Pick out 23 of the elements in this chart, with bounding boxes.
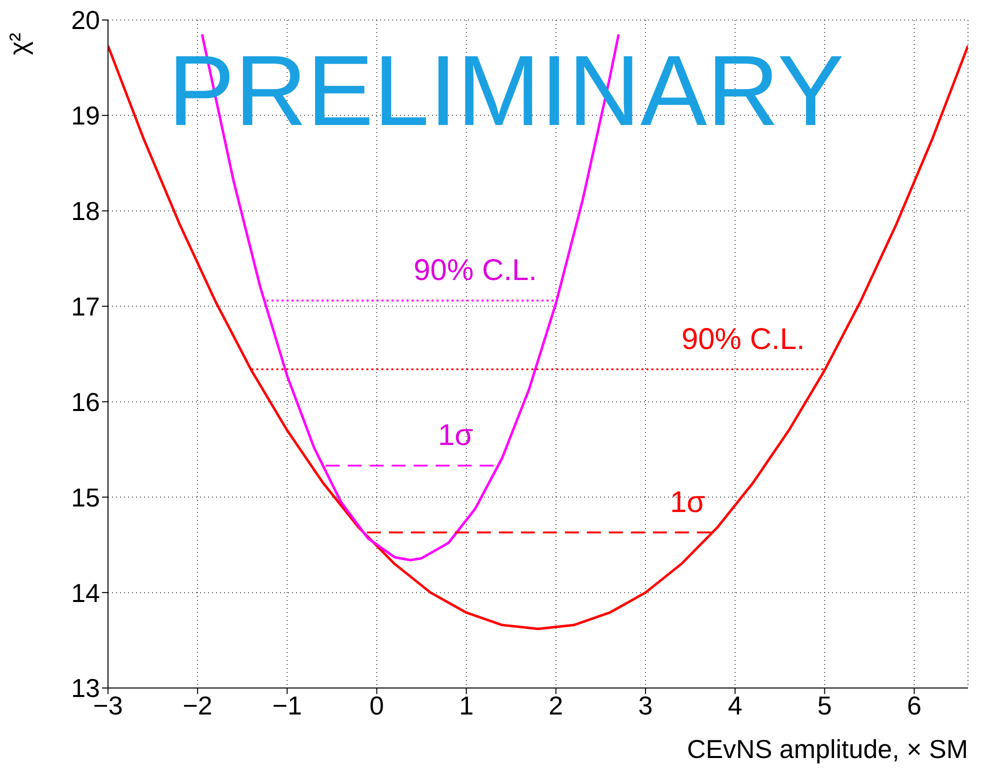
annotation: 90% C.L.: [681, 322, 805, 356]
y-tick-label: 16: [71, 386, 100, 417]
x-tick-label: −2: [182, 690, 212, 720]
x-tick-label: 5: [817, 690, 832, 720]
line-series: [108, 44, 968, 630]
x-tick-label: 6: [907, 690, 922, 720]
annotation: 1σ: [438, 419, 474, 452]
y-tick-label: 18: [71, 196, 100, 226]
x-tick-label: 0: [370, 690, 384, 720]
y-tick-label: 15: [71, 482, 100, 512]
y-tick-label: 19: [71, 100, 100, 131]
y-tick-label: 17: [71, 292, 100, 322]
y-tick-label: 14: [71, 578, 100, 608]
y-tick-label: 20: [71, 5, 100, 36]
y-axis-title: χ²: [3, 32, 34, 55]
x-tick-label: 2: [548, 690, 564, 720]
annotation: 90% C.L.: [414, 254, 537, 288]
annotation: 1σ: [670, 486, 706, 519]
x-axis-title: CEvNS amplitude, × SM: [686, 734, 968, 764]
x-tick-label: 4: [728, 690, 742, 720]
x-tick-label: 3: [638, 690, 653, 720]
x-tick-label: 1: [459, 690, 474, 720]
x-tick-label: −1: [272, 690, 302, 720]
